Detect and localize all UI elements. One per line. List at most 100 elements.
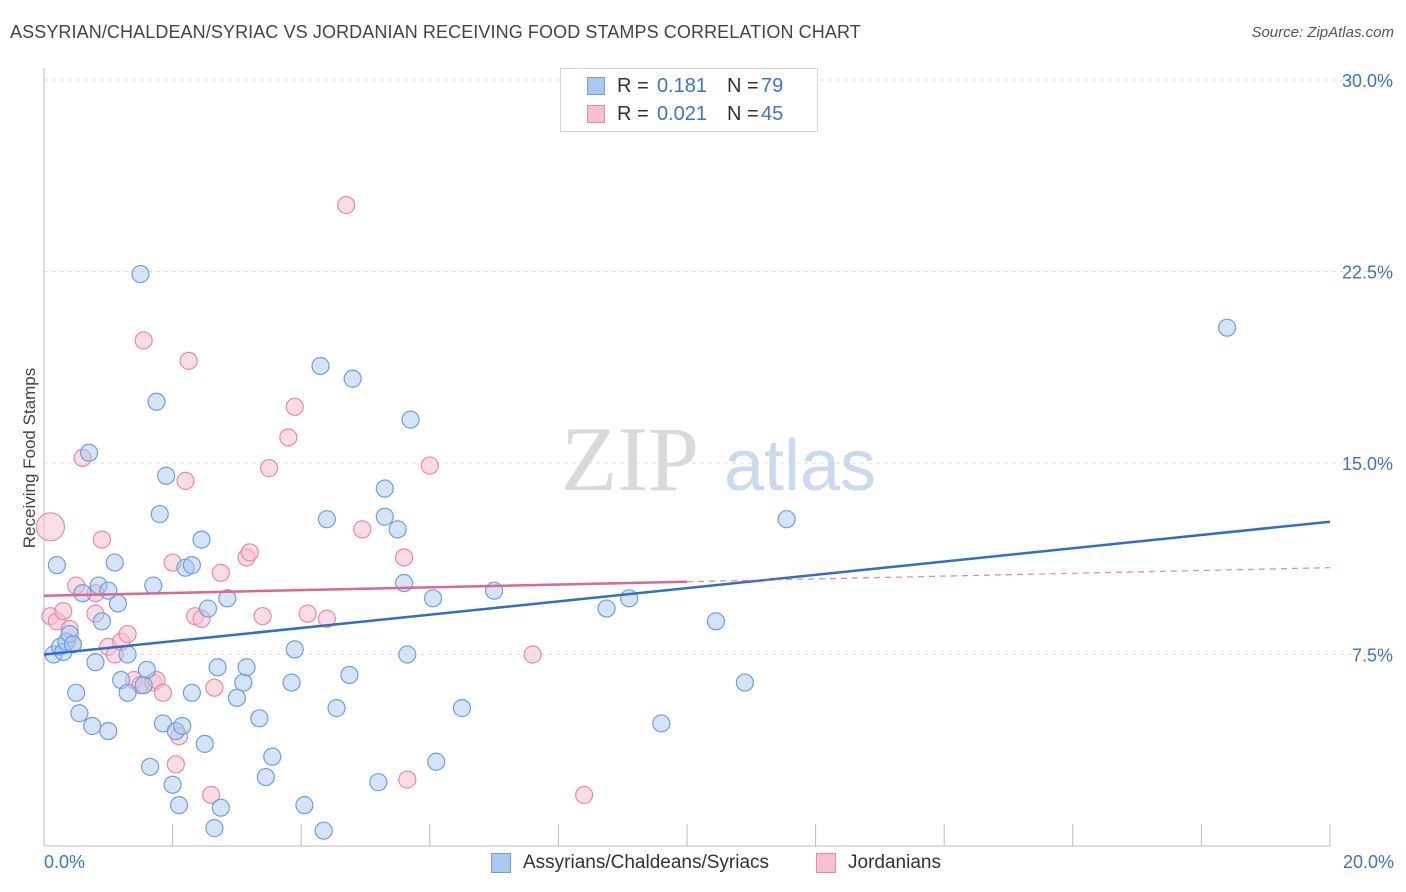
jordanian-point (337, 196, 356, 215)
assyrian-point (295, 796, 314, 815)
axes (43, 68, 1331, 847)
assyrian-point (99, 581, 118, 600)
jordanian-point (118, 624, 137, 644)
jordanian-trend-line (43, 580, 688, 598)
assyrian-point (47, 556, 66, 575)
assyrian-point (282, 673, 301, 692)
y-tick-label: 22.5% (1342, 263, 1393, 283)
y-tick-labels: 7.5% 15.0% 22.5% 30.0% (1342, 71, 1393, 666)
assyrian-point (237, 658, 256, 677)
assyrian-trend-line (43, 520, 1331, 656)
jordanian-point (240, 543, 259, 562)
assyrian-point (343, 369, 362, 388)
legend-r-value: 0.021 (656, 102, 707, 125)
assyrian-point (67, 683, 86, 702)
assyrian-point (375, 479, 394, 498)
legend-bottom: Assyrians/Chaldeans/Syriacs Jordanians (0, 852, 1406, 878)
assyrian-point (327, 699, 346, 718)
legend-label-jordanian: Jordanians (848, 852, 941, 873)
assyrian-point (340, 665, 359, 685)
assyrian-point (35, 512, 66, 542)
assyrian-point (256, 767, 275, 787)
jordanian-point (259, 459, 279, 478)
assyrian-point (118, 645, 137, 664)
jordanian-point (179, 351, 198, 370)
jordanian-trend-extension (686, 567, 1331, 583)
jordanian-point (211, 563, 230, 582)
assyrian-point (234, 673, 253, 692)
grid-lines (44, 79, 1390, 655)
assyrian-point (597, 599, 616, 618)
assyrian-point (147, 392, 166, 411)
assyrian-point (105, 553, 124, 572)
assyrian-point (205, 819, 224, 838)
legend-label-assyrian: Assyrians/Chaldeans/Syriacs (523, 852, 770, 873)
legend-n-label: N = (727, 74, 759, 97)
jordanian-point (92, 530, 111, 549)
assyrian-point (227, 688, 246, 708)
assyrian-point (79, 443, 99, 462)
legend-swatch-pink (816, 853, 836, 873)
legend-swatch-blue (491, 853, 511, 873)
assyrian-point (169, 796, 189, 815)
assyrian-point (317, 510, 337, 529)
y-tick-label: 30.0% (1342, 71, 1393, 91)
legend-top: R = 0.181 N = 79 R = 0.021 N = 45 (560, 68, 818, 132)
assyrian-point (140, 757, 160, 776)
assyrian-point (92, 612, 111, 631)
assyrian-point (388, 520, 407, 539)
assyrian-point (198, 599, 218, 618)
y-tick-label: 15.0% (1342, 454, 1393, 474)
x-tick-label-max: 20.0% (1342, 852, 1394, 872)
assyrian-point (285, 640, 304, 659)
assyrian-point (250, 709, 269, 728)
assyrian-point (70, 704, 89, 723)
legend-swatch-blue (587, 77, 605, 95)
jordanian-point (523, 645, 542, 664)
assyrian-point (423, 589, 443, 608)
assyrian-point (134, 676, 153, 695)
source-label: Source: ZipAtlas.com (1251, 24, 1394, 41)
assyrian-point (144, 576, 163, 595)
assyrian-point (192, 530, 211, 549)
y-tick-label: 7.5% (1352, 646, 1393, 666)
jordanian-point (166, 755, 185, 774)
assyrian-point (73, 584, 92, 603)
assyrian-point (208, 658, 227, 677)
assyrian-point (211, 798, 230, 817)
jordanian-point (420, 456, 439, 475)
jordanian-points (41, 196, 594, 805)
jordanian-point (279, 428, 298, 447)
jordanian-point (202, 785, 221, 805)
jordanian-point (317, 609, 337, 628)
assyrian-point (398, 645, 417, 664)
assyrian-points (35, 264, 1237, 840)
assyrian-point (163, 775, 182, 794)
legend-item-assyrian: Assyrians/Chaldeans/Syriacs (491, 852, 769, 874)
legend-row-jordanian: R = 0.021 N = 45 (587, 101, 783, 127)
assyrian-point (83, 716, 102, 736)
assyrian-point (427, 752, 446, 771)
assyrian-point (182, 683, 201, 702)
legend-swatch-pink (587, 105, 605, 123)
jordanian-point (54, 601, 73, 621)
assyrian-point (311, 356, 330, 376)
legend-item-jordanian: Jordanians (816, 852, 941, 874)
assyrian-point (369, 773, 388, 792)
assyrian-point (195, 734, 214, 753)
assyrian-point (777, 510, 796, 529)
watermark-atlas: atlas (724, 426, 876, 506)
assyrian-point (1218, 318, 1237, 337)
assyrian-point (182, 556, 201, 575)
assyrian-point (263, 747, 282, 766)
jordanian-point (253, 607, 272, 626)
jordanian-point (298, 604, 317, 623)
chart-title: ASSYRIAN/CHALDEAN/SYRIAC VS JORDANIAN RE… (10, 22, 861, 42)
assyrian-point (218, 589, 237, 608)
assyrian-point (735, 673, 754, 692)
assyrian-point (86, 653, 105, 672)
legend-r-label: R = (617, 74, 649, 97)
legend-r-label: R = (617, 102, 649, 125)
jordanian-point (353, 520, 372, 539)
